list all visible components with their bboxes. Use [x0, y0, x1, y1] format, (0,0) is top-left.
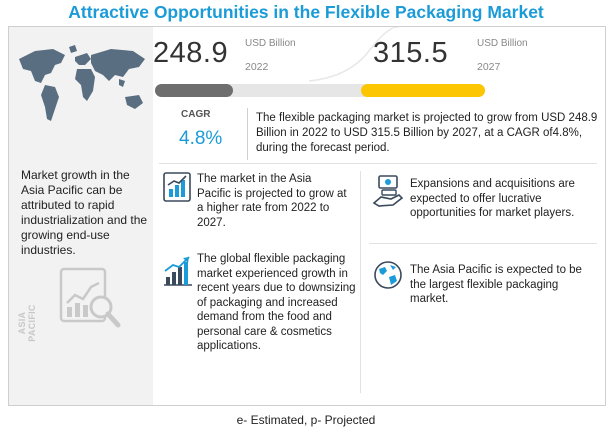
end-year: 2027 — [477, 61, 501, 73]
start-unit: USD Billion — [245, 38, 296, 49]
infographic-card: Market growth in the Asia Pacific can be… — [8, 26, 606, 406]
highlight-asia-largest: The Asia Pacific is expected to be the l… — [410, 264, 582, 305]
highlight-asia-growth: The market in the Asia Pacific is projec… — [197, 173, 347, 229]
divider — [247, 108, 248, 160]
highlight-global-growth: The global flexible packaging market exp… — [197, 253, 356, 352]
left-panel: Market growth in the Asia Pacific can be… — [9, 27, 153, 405]
cagr-value: 4.8% — [179, 128, 223, 149]
growth-bar-start — [155, 84, 233, 97]
world-map-icon — [19, 45, 145, 121]
growth-bar-end — [361, 84, 485, 97]
region-text: Market growth in the Asia Pacific can be… — [21, 168, 148, 257]
growth-chart-icon — [163, 172, 191, 202]
growth-arrow-icon — [164, 256, 192, 286]
footnote: e- Estimated, p- Projected — [236, 413, 376, 427]
highlight-expansions: Expansions and acquisitions are expected… — [410, 178, 575, 219]
end-value: 315.5 — [373, 37, 449, 69]
start-value: 248.9 — [153, 37, 229, 69]
divider — [360, 171, 361, 393]
start-year: 2022 — [245, 61, 269, 73]
end-unit: USD Billion — [477, 38, 528, 49]
money-hand-icon — [372, 175, 404, 207]
market-summary: The flexible packaging market is project… — [256, 112, 598, 154]
globe-icon — [374, 261, 402, 289]
cagr-label: CAGR — [181, 109, 211, 120]
region-vertical-label: ASIA PACIFIC — [17, 304, 37, 342]
divider — [369, 243, 597, 244]
analysis-chart-icon — [59, 267, 121, 328]
growth-bar — [155, 84, 485, 97]
page-title: Attractive Opportunities in the Flexible… — [68, 2, 544, 22]
growth-curve-decoration — [309, 27, 399, 82]
divider — [159, 163, 597, 164]
